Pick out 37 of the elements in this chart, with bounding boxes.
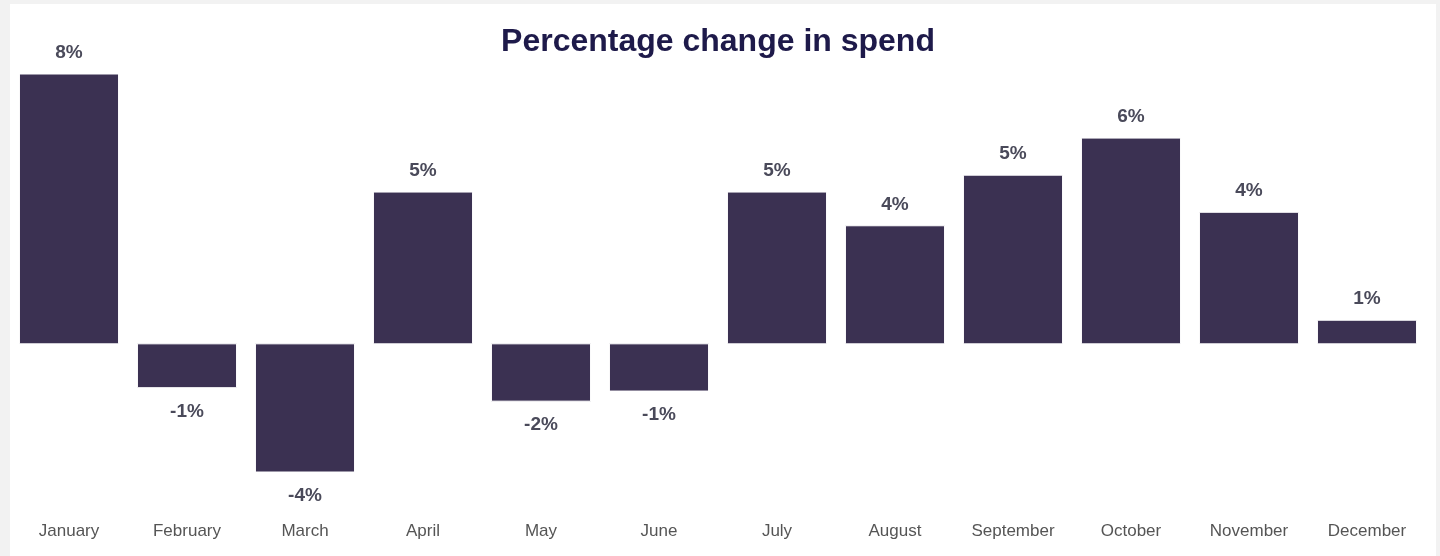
x-tick-label: August xyxy=(868,520,922,540)
x-tick-label: March xyxy=(281,520,329,540)
data-label: -4% xyxy=(288,484,322,505)
bar xyxy=(372,191,474,345)
x-tick-label: January xyxy=(38,520,100,540)
x-tick-label: May xyxy=(524,520,558,540)
x-tick-label: July xyxy=(761,520,793,540)
x-tick-label: December xyxy=(1327,520,1407,540)
x-tick-label: October xyxy=(1100,520,1162,540)
bar xyxy=(608,343,710,392)
x-tick-label: November xyxy=(1209,520,1289,540)
bar xyxy=(844,225,946,345)
bar xyxy=(962,174,1064,345)
bar xyxy=(1080,137,1182,345)
chart-title: Percentage change in spend xyxy=(501,22,935,58)
x-tick-label: September xyxy=(971,520,1055,540)
bar xyxy=(18,73,120,345)
x-tick-label: June xyxy=(640,520,678,540)
data-label: 5% xyxy=(999,142,1027,164)
data-label: -2% xyxy=(524,413,558,435)
data-label: -1% xyxy=(170,399,204,421)
data-label: -1% xyxy=(642,403,676,425)
bar xyxy=(726,191,828,345)
bar xyxy=(1198,211,1300,345)
data-label: 8% xyxy=(55,41,83,62)
data-label: 1% xyxy=(1353,287,1381,309)
data-label: 4% xyxy=(881,192,909,214)
data-label: 6% xyxy=(1117,105,1145,127)
data-label: 5% xyxy=(763,159,791,181)
x-tick-label: April xyxy=(405,520,441,540)
x-tick-label: February xyxy=(152,520,222,540)
bar xyxy=(136,343,238,389)
data-label: 5% xyxy=(409,159,437,181)
bar xyxy=(490,343,592,402)
bar xyxy=(1316,319,1418,345)
data-label: 4% xyxy=(1235,179,1263,201)
bar xyxy=(254,343,356,473)
